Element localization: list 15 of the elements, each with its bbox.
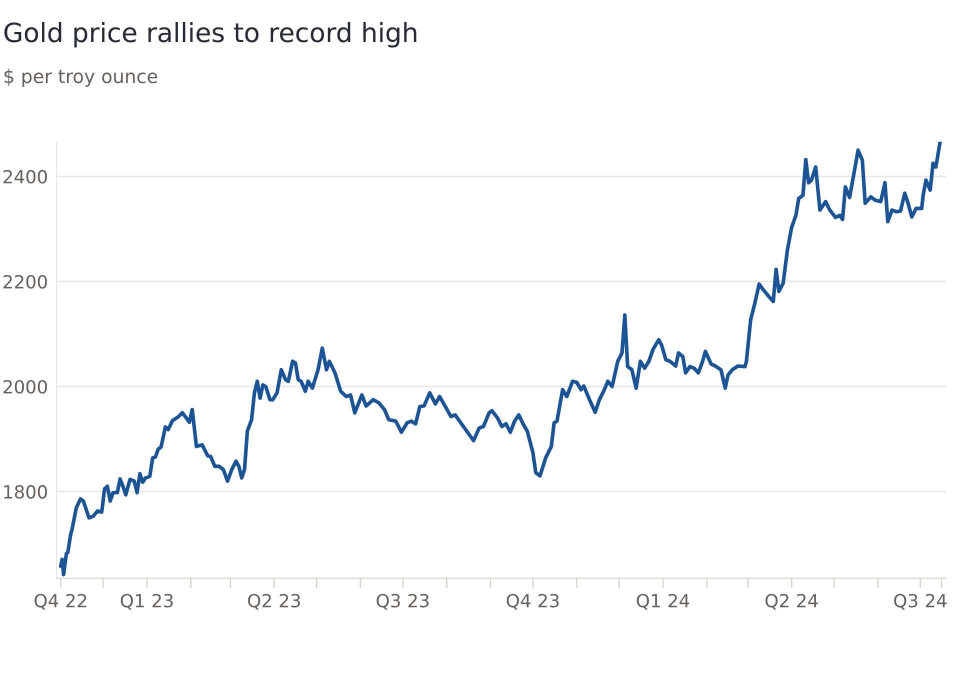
x-tick-label: Q1 24 bbox=[636, 594, 690, 610]
chart-subtitle: $ per troy ounce bbox=[4, 68, 158, 87]
chart-title: Gold price rallies to record high bbox=[4, 22, 416, 48]
y-tick-label: 2000 bbox=[4, 380, 47, 394]
x-tick-label: Q2 24 bbox=[765, 594, 818, 610]
y-tick-label: 2200 bbox=[4, 274, 47, 289]
line-series bbox=[58, 142, 942, 576]
x-tick-label: Q4 23 bbox=[506, 594, 559, 610]
y-tick-label: 1800 bbox=[4, 485, 47, 499]
x-tick-label: Q2 23 bbox=[248, 594, 300, 610]
x-tick-label: Q4 22 bbox=[34, 594, 86, 610]
x-tick-label: Q1 23 bbox=[120, 594, 173, 610]
x-tick-label: Q3 23 bbox=[376, 594, 429, 610]
y-tick-label: 2400 bbox=[4, 170, 47, 184]
x-tick-label: Q3 24 bbox=[894, 594, 946, 610]
